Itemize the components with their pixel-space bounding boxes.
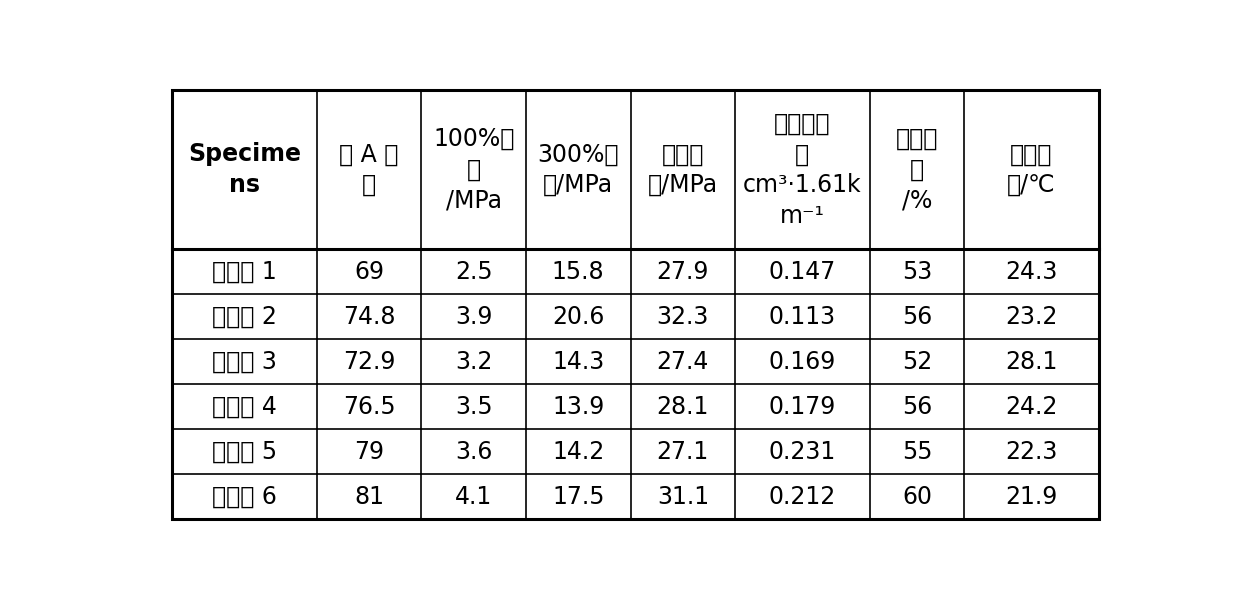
Text: 27.9: 27.9 bbox=[657, 259, 709, 283]
Text: 0.231: 0.231 bbox=[769, 440, 836, 464]
Text: 22.3: 22.3 bbox=[1006, 440, 1058, 464]
Text: 0.113: 0.113 bbox=[769, 305, 836, 329]
Text: 压缩生
热/℃: 压缩生 热/℃ bbox=[1007, 143, 1055, 197]
Text: 52: 52 bbox=[901, 350, 932, 374]
Text: 20.6: 20.6 bbox=[552, 305, 604, 329]
Text: 实施例 6: 实施例 6 bbox=[212, 485, 277, 509]
Text: 14.3: 14.3 bbox=[552, 350, 604, 374]
Bar bbox=[172, 294, 1099, 339]
Bar bbox=[172, 249, 1099, 294]
Text: 28.1: 28.1 bbox=[1006, 350, 1058, 374]
Bar bbox=[172, 429, 1099, 474]
Text: 3.5: 3.5 bbox=[455, 395, 492, 419]
Text: 实施例 1: 实施例 1 bbox=[212, 259, 277, 283]
Text: 55: 55 bbox=[901, 440, 932, 464]
Text: 23.2: 23.2 bbox=[1006, 305, 1058, 329]
Text: 56: 56 bbox=[901, 395, 932, 419]
Text: 0.212: 0.212 bbox=[769, 485, 836, 509]
Text: 100%定
伸
/MPa: 100%定 伸 /MPa bbox=[433, 127, 515, 212]
Text: 81: 81 bbox=[355, 485, 384, 509]
Text: 300%定
伸/MPa: 300%定 伸/MPa bbox=[537, 143, 619, 197]
Text: 72.9: 72.9 bbox=[342, 350, 396, 374]
Bar bbox=[172, 384, 1099, 429]
Text: 32.3: 32.3 bbox=[657, 305, 709, 329]
Text: 69: 69 bbox=[355, 259, 384, 283]
Text: 0.169: 0.169 bbox=[769, 350, 836, 374]
Text: 15.8: 15.8 bbox=[552, 259, 605, 283]
Text: 28.1: 28.1 bbox=[657, 395, 709, 419]
Text: 2.5: 2.5 bbox=[455, 259, 492, 283]
Text: 24.3: 24.3 bbox=[1006, 259, 1058, 283]
Text: 27.4: 27.4 bbox=[657, 350, 709, 374]
Text: 74.8: 74.8 bbox=[342, 305, 396, 329]
Text: 56: 56 bbox=[901, 305, 932, 329]
Text: 实施例 5: 实施例 5 bbox=[212, 440, 277, 464]
Text: 27.1: 27.1 bbox=[657, 440, 709, 464]
Text: 阿克隆磨
耗
cm³·1.61k
m⁻¹: 阿克隆磨 耗 cm³·1.61k m⁻¹ bbox=[743, 111, 862, 228]
Text: 0.147: 0.147 bbox=[769, 259, 836, 283]
Text: 60: 60 bbox=[901, 485, 932, 509]
Text: 实施例 2: 实施例 2 bbox=[212, 305, 277, 329]
Text: 实施例 4: 实施例 4 bbox=[212, 395, 277, 419]
Text: 3.2: 3.2 bbox=[455, 350, 492, 374]
Text: 14.2: 14.2 bbox=[552, 440, 604, 464]
Text: 4.1: 4.1 bbox=[455, 485, 492, 509]
Text: 53: 53 bbox=[901, 259, 932, 283]
Text: 拉伸强
度/MPa: 拉伸强 度/MPa bbox=[647, 143, 718, 197]
Bar bbox=[172, 474, 1099, 519]
Text: 76.5: 76.5 bbox=[342, 395, 396, 419]
Text: 实施例 3: 实施例 3 bbox=[212, 350, 277, 374]
Text: 13.9: 13.9 bbox=[552, 395, 604, 419]
Text: Specime
ns: Specime ns bbox=[188, 143, 301, 197]
Text: 冲击回
弹
/%: 冲击回 弹 /% bbox=[895, 127, 939, 212]
Text: 17.5: 17.5 bbox=[552, 485, 604, 509]
Bar bbox=[172, 339, 1099, 384]
Text: 3.6: 3.6 bbox=[455, 440, 492, 464]
Text: 79: 79 bbox=[355, 440, 384, 464]
Text: 31.1: 31.1 bbox=[657, 485, 709, 509]
Bar bbox=[172, 90, 1099, 249]
Text: 3.9: 3.9 bbox=[455, 305, 492, 329]
Text: 24.2: 24.2 bbox=[1006, 395, 1058, 419]
Text: 0.179: 0.179 bbox=[769, 395, 836, 419]
Text: 21.9: 21.9 bbox=[1006, 485, 1058, 509]
Text: 邵 A 硬
度: 邵 A 硬 度 bbox=[340, 143, 399, 197]
